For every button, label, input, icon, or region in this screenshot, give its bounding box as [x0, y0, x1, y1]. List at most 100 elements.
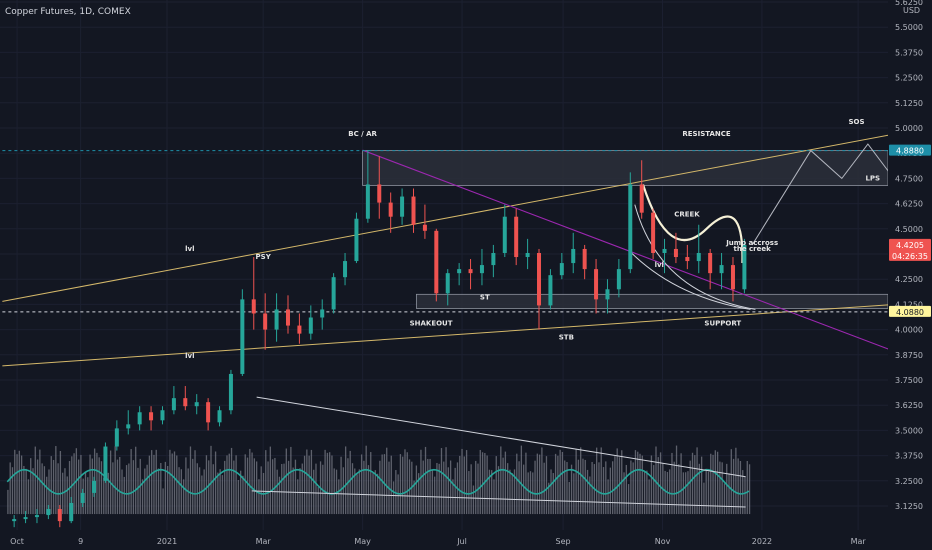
- volume-bar: [171, 453, 173, 515]
- volume-bar: [488, 469, 491, 515]
- volume-bar: [557, 455, 559, 515]
- volume-bar: [461, 448, 463, 515]
- volume-bar: [705, 468, 707, 515]
- volume-bar: [497, 466, 500, 515]
- volume-bar: [271, 459, 274, 515]
- volume-bar: [7, 489, 9, 515]
- volume-bar: [16, 454, 18, 515]
- volume-bar: [463, 456, 465, 515]
- volume-bar: [632, 462, 634, 515]
- annotation-label: LPS: [865, 174, 880, 182]
- y-axis-background: [888, 0, 932, 550]
- volume-bar: [541, 447, 543, 515]
- candle-body: [149, 412, 154, 421]
- volume-bar: [659, 452, 662, 515]
- volume-bar: [507, 463, 509, 515]
- volume-bar: [34, 446, 36, 515]
- volume-bar: [445, 447, 447, 515]
- volume-bar: [582, 458, 584, 515]
- currency-label: USD: [903, 6, 920, 15]
- volume-bar: [274, 457, 276, 515]
- volume-bar: [185, 457, 187, 515]
- volume-bar: [119, 457, 121, 515]
- volume-bar: [721, 462, 723, 515]
- volume-bar: [178, 467, 180, 515]
- volume-bar: [135, 446, 137, 515]
- volume-bar: [14, 449, 16, 515]
- volume-bar: [675, 445, 678, 515]
- drawn-lines: [2, 38, 932, 508]
- diagonal-resistance: [362, 149, 932, 367]
- volume-bar: [344, 446, 347, 515]
- volume-bar: [386, 447, 388, 515]
- volume-bar: [513, 469, 516, 515]
- volume-bar: [554, 453, 557, 515]
- candle-body: [320, 309, 325, 318]
- annotation-label: lvl: [655, 261, 664, 269]
- volume-bar: [372, 472, 374, 515]
- candle-body: [571, 248, 576, 264]
- volume-bar: [30, 458, 32, 515]
- price-tag-box: [889, 238, 931, 261]
- volume-bar: [351, 463, 354, 515]
- volume-bar: [680, 453, 682, 515]
- x-tick-label: Mar: [851, 537, 867, 546]
- volume-bar: [144, 468, 146, 515]
- volume-bar: [422, 460, 424, 515]
- volume-bar: [634, 450, 637, 515]
- volume-bar: [598, 462, 600, 515]
- volume-bar: [491, 470, 493, 515]
- candle-body: [514, 216, 519, 258]
- volume-bar: [545, 456, 548, 515]
- volume-bar: [538, 454, 541, 515]
- x-tick-label: 9: [78, 537, 83, 546]
- candle-body: [114, 428, 119, 447]
- volume-bar: [338, 479, 340, 515]
- y-tick-label: 3.8750: [895, 351, 923, 360]
- volume-bar: [294, 459, 297, 515]
- volume-bar: [230, 447, 233, 515]
- volume-bar: [493, 479, 495, 515]
- volume-bar: [518, 461, 520, 515]
- volume-bar: [689, 460, 691, 515]
- volume-bar: [41, 463, 43, 515]
- volume-bar: [162, 488, 164, 515]
- candle-body: [206, 402, 211, 423]
- volume-bar: [698, 463, 701, 515]
- volume-bar: [292, 467, 294, 515]
- volume-bar: [730, 449, 732, 515]
- volume-bar: [639, 453, 641, 515]
- volume-bar: [630, 460, 632, 515]
- candle-body: [240, 299, 245, 374]
- candle-body: [365, 184, 370, 219]
- volume-bar: [550, 469, 552, 515]
- volume-bar: [607, 479, 609, 515]
- volume-bar: [297, 479, 299, 515]
- x-tick-label: Nov: [655, 537, 671, 546]
- volume-bar: [739, 460, 742, 515]
- candle-body: [308, 317, 313, 334]
- volume-bar: [643, 471, 646, 515]
- volume-bar: [89, 454, 91, 515]
- volume-bar: [534, 460, 536, 515]
- volume-bar: [381, 454, 383, 515]
- volume-bar: [278, 476, 281, 515]
- lower-trendline: [2, 301, 932, 367]
- volume-bar: [329, 452, 331, 515]
- volume-bar: [575, 449, 577, 515]
- volume-bar: [716, 451, 719, 515]
- volume-bar: [641, 455, 643, 515]
- volume-bar: [376, 473, 379, 515]
- annotation-label: lvl: [185, 245, 194, 253]
- volume-bar: [354, 468, 356, 515]
- x-tick-label: Sep: [556, 537, 571, 546]
- volume-bar: [146, 464, 148, 515]
- volume-bar: [11, 467, 14, 515]
- y-tick-label: 5.1250: [895, 99, 923, 108]
- candle-body: [377, 184, 382, 203]
- volume-bar: [433, 476, 436, 515]
- volume-bar: [226, 455, 228, 515]
- volume-bar: [57, 463, 59, 515]
- volume-bar: [189, 446, 192, 515]
- candle-body: [343, 261, 348, 278]
